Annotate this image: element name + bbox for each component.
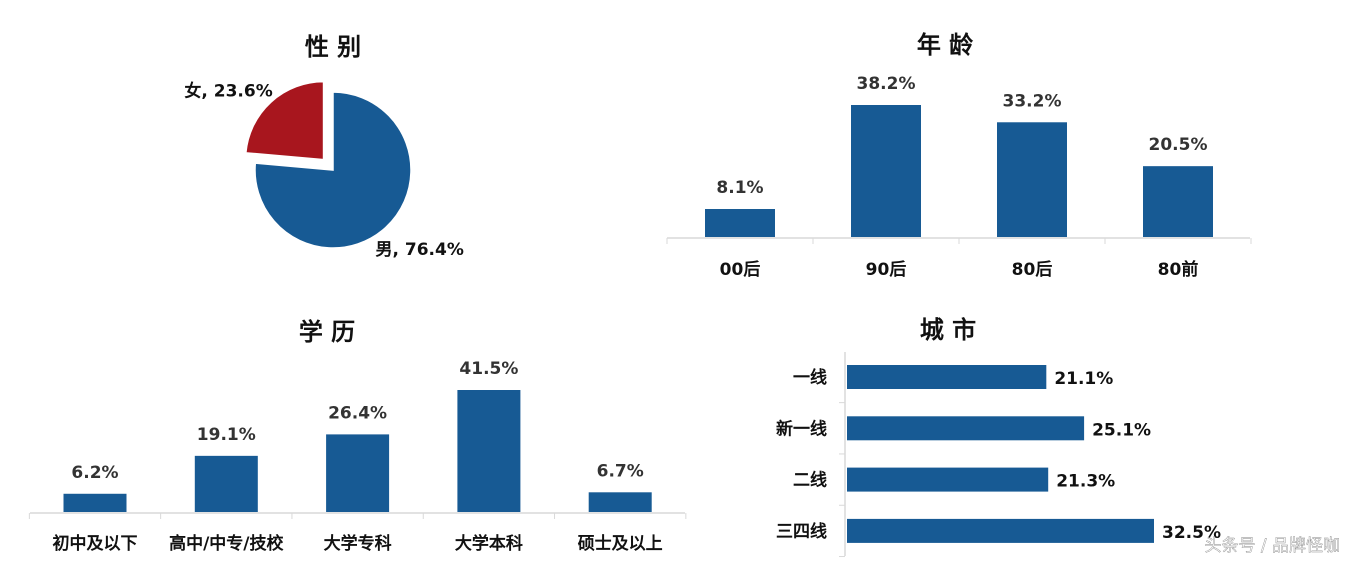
y-tick-label: 新一线 xyxy=(776,418,827,439)
chart: 城 市 21.1% 一线 25.1% 新一线 21.3% 二线 32.5% 三四线 xyxy=(776,316,1221,558)
value-label: 26.4% xyxy=(328,403,387,423)
bar xyxy=(1143,166,1213,237)
x-tick-label: 80后 xyxy=(1012,260,1053,280)
bar xyxy=(326,434,390,512)
pie-slice xyxy=(254,91,412,249)
value-label: 8.1% xyxy=(716,178,763,198)
bar xyxy=(194,455,258,512)
chart: 学 历 6.2% 初中及以下 19.1% 高中/中专/技校 26.4% 大学专科 41.5% 大… xyxy=(28,318,687,554)
value-label: 6.7% xyxy=(597,461,644,481)
pie-label: 女, 23.6% xyxy=(184,81,272,102)
bar xyxy=(847,365,1047,389)
y-tick-label: 二线 xyxy=(793,470,827,491)
chart-title: 城 市 xyxy=(920,316,976,344)
x-tick-label: 初中及以下 xyxy=(53,533,138,554)
x-tick-label: 80前 xyxy=(1158,259,1199,280)
bar xyxy=(997,122,1067,237)
value-label: 21.1% xyxy=(1054,369,1113,389)
chart: 年 龄 8.1% 00后 38.2% 90后 33.2% 80后 20.5% 80前 xyxy=(666,31,1252,280)
chart-title: 学 历 xyxy=(299,318,355,346)
value-label: 19.1% xyxy=(197,425,256,445)
value-label: 21.3% xyxy=(1056,472,1115,492)
bar xyxy=(705,209,775,237)
x-tick-label: 大学本科 xyxy=(455,533,523,554)
chart-title: 年 龄 xyxy=(917,31,974,59)
chart-title: 性 别 xyxy=(305,33,361,61)
y-tick-label: 三四线 xyxy=(776,521,827,542)
pie-label: 男, 76.4% xyxy=(376,240,464,260)
watermark: 头条号 / 品牌怪咖 xyxy=(1204,536,1340,556)
value-label: 32.5% xyxy=(1162,523,1221,543)
x-tick-label: 高中/中专/技校 xyxy=(169,533,284,554)
chart: 性 别男, 76.4% 女, 23.6% xyxy=(184,33,463,260)
value-label: 25.1% xyxy=(1092,420,1151,440)
bar xyxy=(847,467,1049,492)
value-label: 38.2% xyxy=(857,74,916,94)
bar xyxy=(847,518,1154,543)
x-tick-label: 大学专科 xyxy=(324,533,392,554)
pie-slice xyxy=(245,80,325,161)
value-label: 41.5% xyxy=(459,359,518,379)
y-tick-label: 一线 xyxy=(793,367,827,388)
x-tick-label: 00后 xyxy=(720,260,761,280)
bar xyxy=(63,493,127,512)
value-label: 20.5% xyxy=(1149,135,1208,155)
value-label: 33.2% xyxy=(1003,91,1062,111)
bar xyxy=(457,390,521,512)
x-tick-label: 硕士及以上 xyxy=(578,533,663,554)
bar xyxy=(851,105,921,237)
x-tick-label: 90后 xyxy=(866,260,907,280)
value-label: 6.2% xyxy=(71,463,118,483)
bar xyxy=(847,416,1085,441)
bar xyxy=(588,492,652,512)
